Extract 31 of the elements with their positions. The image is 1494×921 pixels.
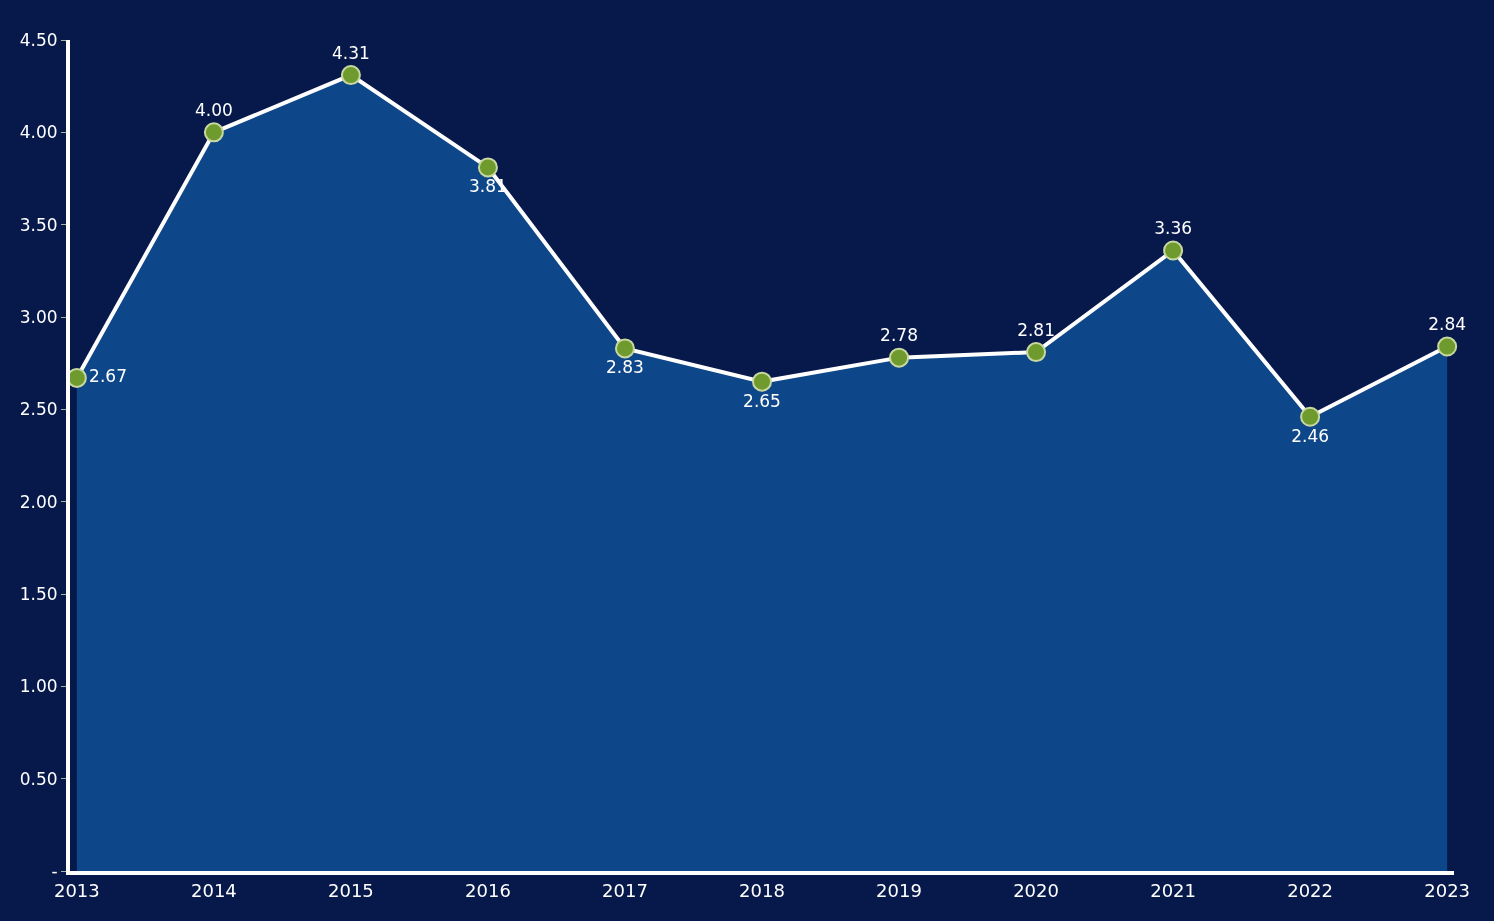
x-tick-label: 2013 <box>53 879 100 901</box>
x-tick-label: 2014 <box>190 879 237 901</box>
y-tick-label: 1.50 <box>19 583 58 604</box>
x-tick-label: 2019 <box>876 879 922 901</box>
y-tick-label: 3.00 <box>19 306 58 327</box>
text: 4.31 <box>331 42 370 63</box>
text: 3.36 <box>1154 218 1193 239</box>
text: 2.67 <box>89 366 127 387</box>
text: 2.65 <box>743 390 781 411</box>
x-tick-label: 2016 <box>465 879 511 901</box>
y-tick-label: 4.50 <box>19 29 58 50</box>
y-tick-label: 0.50 <box>19 768 58 789</box>
y-tick-label: 4.00 <box>19 122 58 143</box>
text: 2.84 <box>1428 314 1467 335</box>
x-tick-label: 2015 <box>328 879 374 901</box>
x-tick-label: 2022 <box>1287 879 1334 901</box>
y-tick-label: 2.50 <box>19 399 58 420</box>
y-tick-label: 2.00 <box>19 491 58 512</box>
text: 2.83 <box>606 357 644 378</box>
text: 2.46 <box>1291 425 1330 446</box>
y-tick-label: 1.00 <box>19 676 58 697</box>
x-tick-label: 2020 <box>1013 879 1059 901</box>
text: 2.81 <box>1017 319 1055 340</box>
text: 4.00 <box>194 99 233 120</box>
y-tick-label: 3.50 <box>19 214 58 235</box>
x-tick-label: 2023 <box>1424 879 1471 901</box>
x-tick-label: 2021 <box>1150 879 1196 901</box>
y-tick-label: - <box>51 860 58 881</box>
x-tick-label: 2018 <box>739 879 785 901</box>
text: 2.78 <box>880 325 918 346</box>
x-tick-label: 2017 <box>602 879 648 901</box>
